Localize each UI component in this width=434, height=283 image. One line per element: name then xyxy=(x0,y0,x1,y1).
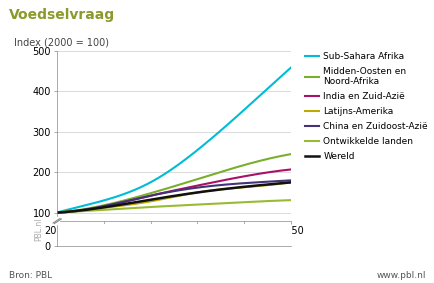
Sub-Sahara Afrika xyxy=(193,149,198,153)
India en Zuid-Azië xyxy=(193,184,198,188)
Wereld xyxy=(251,184,256,187)
China en Zuidoost-Azië xyxy=(266,180,271,183)
Sub-Sahara Afrika xyxy=(266,85,271,89)
Latijns-Amerika xyxy=(193,191,198,194)
Wereld xyxy=(266,183,271,186)
India en Zuid-Azië xyxy=(266,170,271,174)
Text: PBL.nl: PBL.nl xyxy=(35,217,43,241)
Line: China en Zuidoost-Azië: China en Zuidoost-Azië xyxy=(56,180,291,213)
Latijns-Amerika xyxy=(266,183,271,187)
China en Zuidoost-Azië xyxy=(197,186,203,189)
India en Zuid-Azië xyxy=(54,211,59,214)
Legend: Sub-Sahara Afrika, Midden-Oosten en
Noord-Afrika, India en Zuid-Azië, Latijns-Am: Sub-Sahara Afrika, Midden-Oosten en Noor… xyxy=(305,52,427,161)
Text: Index (2000 = 100): Index (2000 = 100) xyxy=(14,37,109,47)
Sub-Sahara Afrika xyxy=(288,65,293,69)
India en Zuid-Azië xyxy=(197,183,203,187)
Wereld xyxy=(288,181,293,184)
India en Zuid-Azië xyxy=(55,211,60,214)
Sub-Sahara Afrika xyxy=(54,211,59,214)
China en Zuidoost-Azië xyxy=(251,181,256,184)
India en Zuid-Azië xyxy=(251,173,256,176)
Line: Wereld: Wereld xyxy=(56,182,291,213)
Latijns-Amerika xyxy=(193,191,198,194)
Latijns-Amerika xyxy=(54,211,59,214)
Line: Ontwikkelde landen: Ontwikkelde landen xyxy=(56,200,291,213)
Ontwikkelde landen xyxy=(266,199,271,203)
Wereld xyxy=(55,211,60,214)
Sub-Sahara Afrika xyxy=(197,146,203,149)
Midden-Oosten en
Noord-Afrika xyxy=(266,157,271,160)
Midden-Oosten en
Noord-Afrika xyxy=(197,177,203,180)
Midden-Oosten en
Noord-Afrika xyxy=(54,211,59,214)
India en Zuid-Azië xyxy=(193,184,198,188)
Ontwikkelde landen xyxy=(54,211,59,214)
Line: Sub-Sahara Afrika: Sub-Sahara Afrika xyxy=(56,67,291,213)
Wereld xyxy=(193,191,198,194)
Sub-Sahara Afrika xyxy=(55,211,60,214)
Midden-Oosten en
Noord-Afrika xyxy=(193,178,198,181)
Line: Midden-Oosten en
Noord-Afrika: Midden-Oosten en Noord-Afrika xyxy=(56,154,291,213)
Text: Bron: PBL: Bron: PBL xyxy=(9,271,52,280)
Ontwikkelde landen xyxy=(197,203,203,206)
China en Zuidoost-Azië xyxy=(54,211,59,214)
China en Zuidoost-Azië xyxy=(193,186,198,189)
Ontwikkelde landen xyxy=(55,211,60,214)
Midden-Oosten en
Noord-Afrika xyxy=(55,211,60,214)
Latijns-Amerika xyxy=(288,181,293,184)
Midden-Oosten en
Noord-Afrika xyxy=(193,178,198,181)
China en Zuidoost-Azië xyxy=(55,211,60,214)
China en Zuidoost-Azië xyxy=(288,179,293,182)
Wereld xyxy=(54,211,59,214)
China en Zuidoost-Azië xyxy=(193,186,198,190)
Wereld xyxy=(193,191,198,194)
Midden-Oosten en
Noord-Afrika xyxy=(251,160,256,164)
Line: India en Zuid-Azië: India en Zuid-Azië xyxy=(56,170,291,213)
Ontwikkelde landen xyxy=(193,203,198,206)
Text: Voedselvraag: Voedselvraag xyxy=(9,8,115,22)
Latijns-Amerika xyxy=(55,211,60,214)
Ontwikkelde landen xyxy=(251,200,256,203)
Text: www.pbl.nl: www.pbl.nl xyxy=(376,271,425,280)
Wereld xyxy=(197,190,203,194)
Line: Latijns-Amerika: Latijns-Amerika xyxy=(56,182,291,213)
Ontwikkelde landen xyxy=(288,198,293,202)
Latijns-Amerika xyxy=(251,185,256,188)
Ontwikkelde landen xyxy=(193,203,198,206)
Sub-Sahara Afrika xyxy=(251,99,256,102)
Sub-Sahara Afrika xyxy=(193,150,198,153)
Latijns-Amerika xyxy=(197,190,203,194)
Midden-Oosten en
Noord-Afrika xyxy=(288,152,293,156)
India en Zuid-Azië xyxy=(288,168,293,171)
